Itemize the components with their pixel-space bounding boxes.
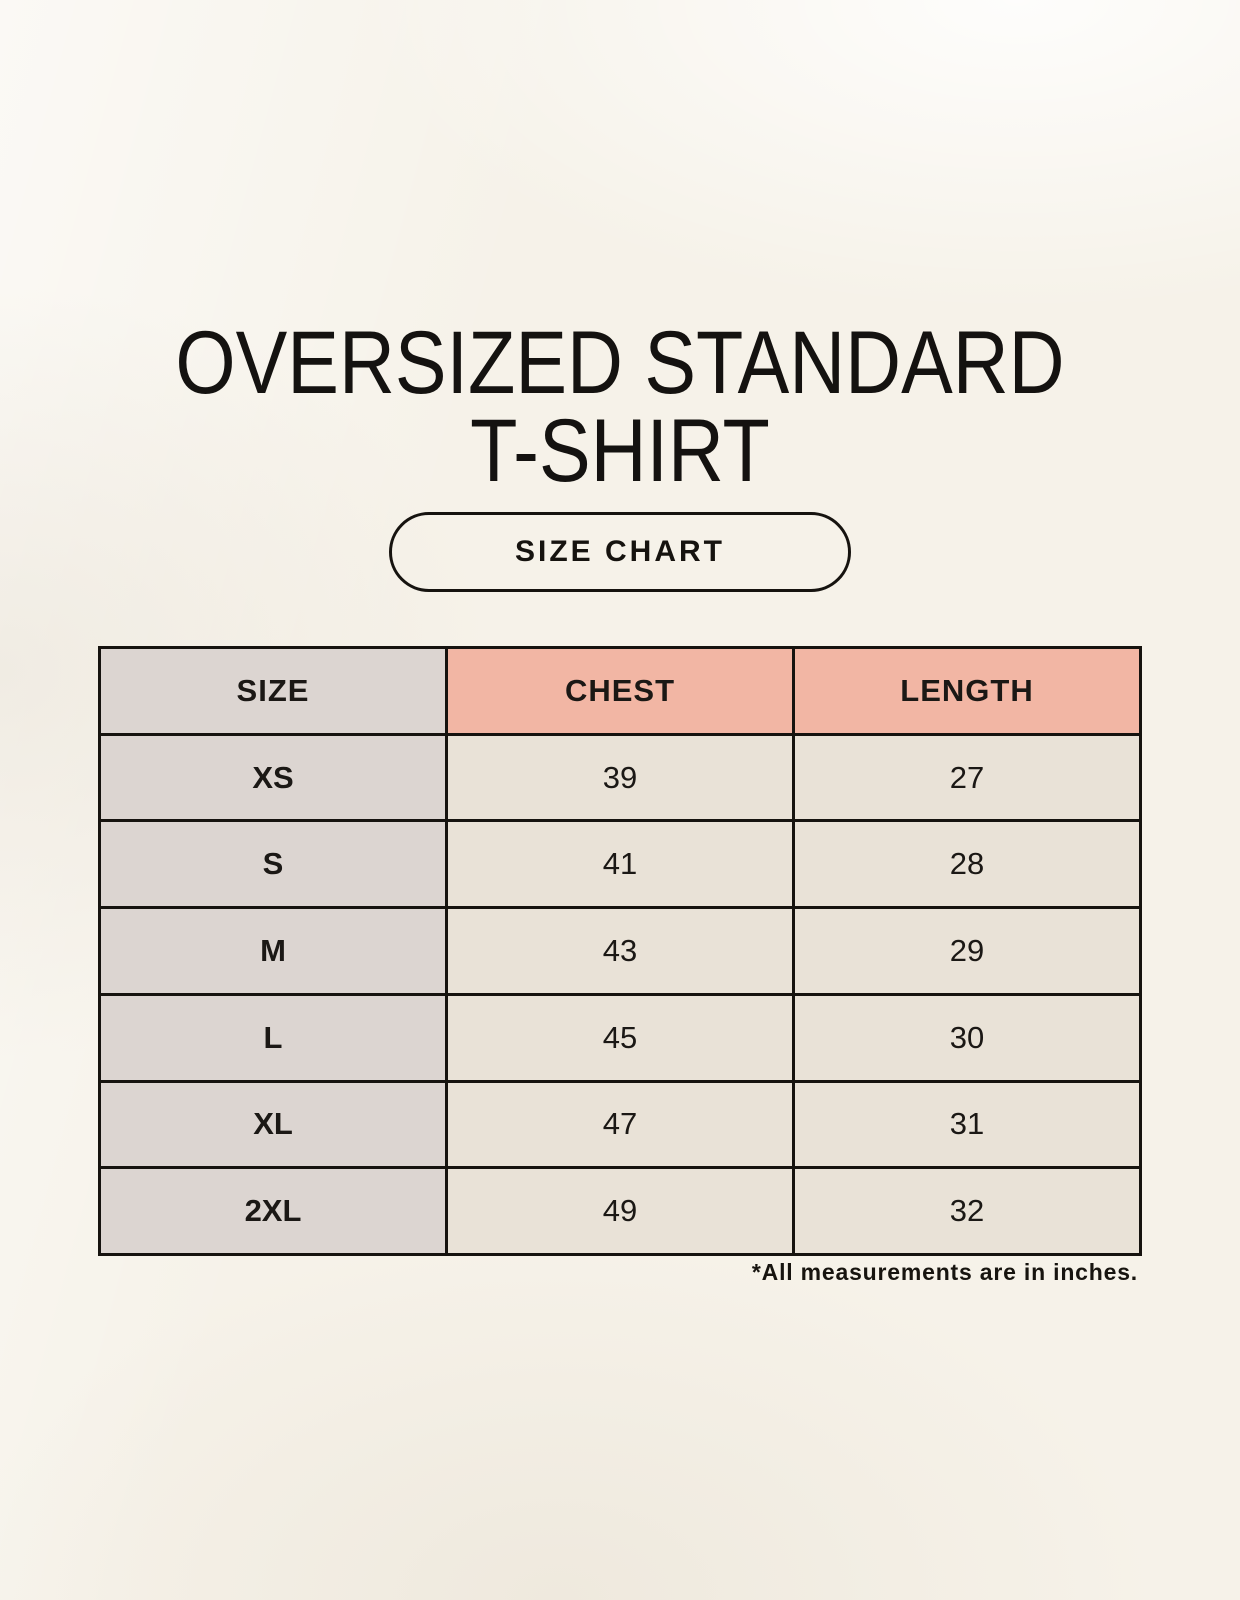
header-cell-chest: CHEST [448, 649, 792, 733]
length-value-cell: 29 [795, 909, 1139, 993]
length-value-cell: 30 [795, 995, 1139, 1080]
chest-value-cell: 41 [448, 822, 792, 907]
length-value-cell: 27 [795, 735, 1139, 820]
length-value-cell: 28 [795, 822, 1139, 907]
chest-value-cell: 39 [448, 735, 792, 820]
length-value-cell: 32 [795, 1169, 1139, 1253]
chest-value-cell: 43 [448, 909, 792, 993]
size-label-cell: M [101, 909, 445, 993]
size-label-cell: XS [101, 735, 445, 820]
chest-value-cell: 45 [448, 995, 792, 1080]
length-value-cell: 31 [795, 1082, 1139, 1167]
size-chart-badge: SIZE CHART [389, 512, 851, 592]
chest-value-cell: 49 [448, 1169, 792, 1253]
measurements-footnote: *All measurements are in inches. [751, 1259, 1138, 1285]
size-chart-badge-label: SIZE CHART [515, 535, 725, 568]
size-table: SIZE CHEST LENGTH XS 39 27 S 41 28 M 43 … [98, 646, 1142, 1256]
size-label-cell: 2XL [101, 1169, 445, 1253]
size-label-cell: L [101, 995, 445, 1080]
page-title: OVERSIZED STANDARD T-SHIRT [81, 312, 1160, 501]
size-label-cell: S [101, 822, 445, 907]
chest-value-cell: 47 [448, 1082, 792, 1167]
header-cell-length: LENGTH [795, 649, 1139, 733]
title-line-1: OVERSIZED STANDARD [175, 312, 1065, 412]
size-label-cell: XL [101, 1082, 445, 1167]
title-line-2: T-SHIRT [470, 400, 770, 501]
header-cell-size: SIZE [101, 649, 445, 733]
